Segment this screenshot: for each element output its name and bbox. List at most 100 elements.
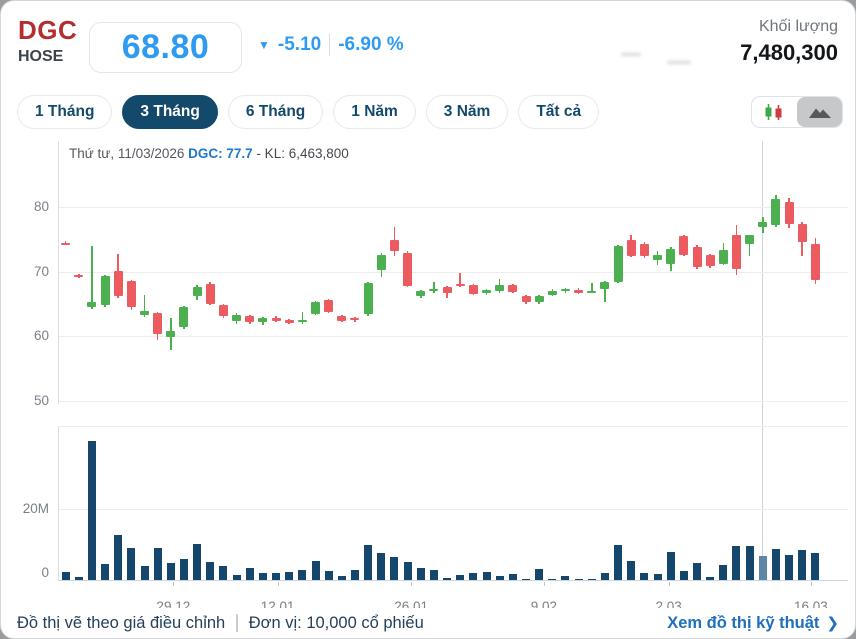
volume-bar[interactable]: [614, 544, 623, 580]
volume-bar[interactable]: [337, 576, 346, 580]
candle[interactable]: [324, 300, 334, 312]
volume-bar[interactable]: [114, 535, 123, 580]
candle[interactable]: [705, 255, 715, 267]
candle[interactable]: [534, 296, 544, 303]
volume-bar[interactable]: [350, 569, 359, 580]
volume-bar[interactable]: [627, 560, 636, 580]
candle[interactable]: [508, 284, 518, 292]
candle[interactable]: [810, 243, 820, 280]
volume-bar[interactable]: [193, 543, 202, 580]
volume-bar[interactable]: [456, 574, 465, 580]
candle[interactable]: [771, 199, 781, 226]
volume-bar[interactable]: [403, 561, 412, 580]
candle[interactable]: [61, 242, 71, 245]
volume-bar[interactable]: [495, 576, 504, 580]
candle[interactable]: [639, 243, 649, 257]
volume-bar[interactable]: [719, 564, 728, 580]
candle[interactable]: [389, 239, 399, 252]
volume-bar[interactable]: [482, 571, 491, 580]
candle[interactable]: [416, 291, 426, 297]
volume-bar[interactable]: [179, 558, 188, 580]
candle[interactable]: [600, 282, 610, 289]
volume-bar[interactable]: [653, 573, 662, 580]
volume-bar[interactable]: [272, 573, 281, 580]
volume-bar[interactable]: [390, 556, 399, 580]
volume-bar[interactable]: [732, 546, 741, 580]
range-button-1m[interactable]: 1 Tháng: [17, 95, 113, 129]
volume-bar[interactable]: [693, 562, 702, 580]
volume-bar[interactable]: [706, 577, 715, 580]
candle[interactable]: [574, 289, 584, 293]
candle[interactable]: [126, 280, 136, 307]
volume-bar[interactable]: [311, 560, 320, 580]
candle[interactable]: [731, 234, 741, 270]
candle[interactable]: [245, 315, 255, 322]
volume-bar[interactable]: [364, 544, 373, 580]
volume-bar[interactable]: [87, 441, 96, 580]
candle[interactable]: [376, 254, 386, 270]
candle[interactable]: [495, 285, 505, 292]
candle[interactable]: [403, 252, 413, 287]
candle[interactable]: [337, 315, 347, 321]
volume-bar[interactable]: [298, 569, 307, 580]
volume-bar[interactable]: [140, 565, 149, 580]
volume-bar[interactable]: [587, 578, 596, 580]
volume-bar[interactable]: [245, 567, 254, 580]
candle[interactable]: [784, 202, 794, 224]
volume-bar[interactable]: [561, 576, 570, 580]
candle[interactable]: [521, 295, 531, 303]
candle[interactable]: [679, 236, 689, 255]
candle[interactable]: [666, 249, 676, 265]
technical-chart-link[interactable]: Xem đồ thị kỹ thuật ❯: [667, 613, 839, 633]
range-button-3y[interactable]: 3 Năm: [425, 95, 509, 129]
candle[interactable]: [205, 283, 215, 305]
candle[interactable]: [455, 283, 465, 287]
volume-bar[interactable]: [798, 549, 807, 580]
range-button-all[interactable]: Tất cả: [518, 95, 600, 129]
volume-bar[interactable]: [574, 578, 583, 580]
volume-bar[interactable]: [758, 556, 767, 580]
volume-bar[interactable]: [232, 574, 241, 580]
candle[interactable]: [232, 315, 242, 321]
volume-bar[interactable]: [600, 572, 609, 580]
volume-bar[interactable]: [206, 561, 215, 580]
volume-bar[interactable]: [127, 547, 136, 580]
candle[interactable]: [429, 289, 439, 292]
candle[interactable]: [758, 222, 768, 228]
volume-bar[interactable]: [377, 552, 386, 580]
volume-bar[interactable]: [522, 578, 530, 580]
candle[interactable]: [547, 291, 557, 296]
volume-bar[interactable]: [416, 567, 425, 580]
volume-bar[interactable]: [153, 547, 162, 580]
candle[interactable]: [442, 287, 452, 294]
candle[interactable]: [363, 282, 373, 315]
candlestick-chart-button[interactable]: [752, 97, 797, 127]
candle[interactable]: [692, 246, 702, 268]
volume-bar[interactable]: [166, 562, 175, 580]
volume-bar[interactable]: [219, 565, 228, 580]
candle[interactable]: [745, 235, 755, 245]
volume-bar[interactable]: [745, 545, 754, 580]
volume-bar[interactable]: [535, 569, 544, 580]
candle[interactable]: [311, 302, 321, 314]
candle[interactable]: [626, 240, 636, 256]
volume-bar[interactable]: [324, 570, 333, 580]
volume-bar[interactable]: [666, 551, 675, 580]
volume-bar[interactable]: [258, 573, 267, 580]
range-button-6m[interactable]: 6 Tháng: [227, 95, 324, 129]
volume-bar[interactable]: [285, 571, 294, 580]
candle[interactable]: [87, 302, 97, 307]
volume-bar[interactable]: [548, 578, 557, 580]
candle[interactable]: [284, 320, 294, 323]
candle[interactable]: [587, 290, 597, 293]
candle[interactable]: [153, 313, 163, 335]
candle[interactable]: [74, 275, 84, 278]
volume-bar[interactable]: [679, 570, 688, 580]
candle[interactable]: [653, 255, 663, 261]
candle[interactable]: [350, 318, 360, 321]
volume-bar[interactable]: [508, 573, 517, 580]
candle[interactable]: [613, 246, 623, 282]
candle[interactable]: [100, 276, 110, 306]
volume-bar[interactable]: [429, 569, 438, 580]
range-button-1y[interactable]: 1 Năm: [333, 95, 416, 129]
